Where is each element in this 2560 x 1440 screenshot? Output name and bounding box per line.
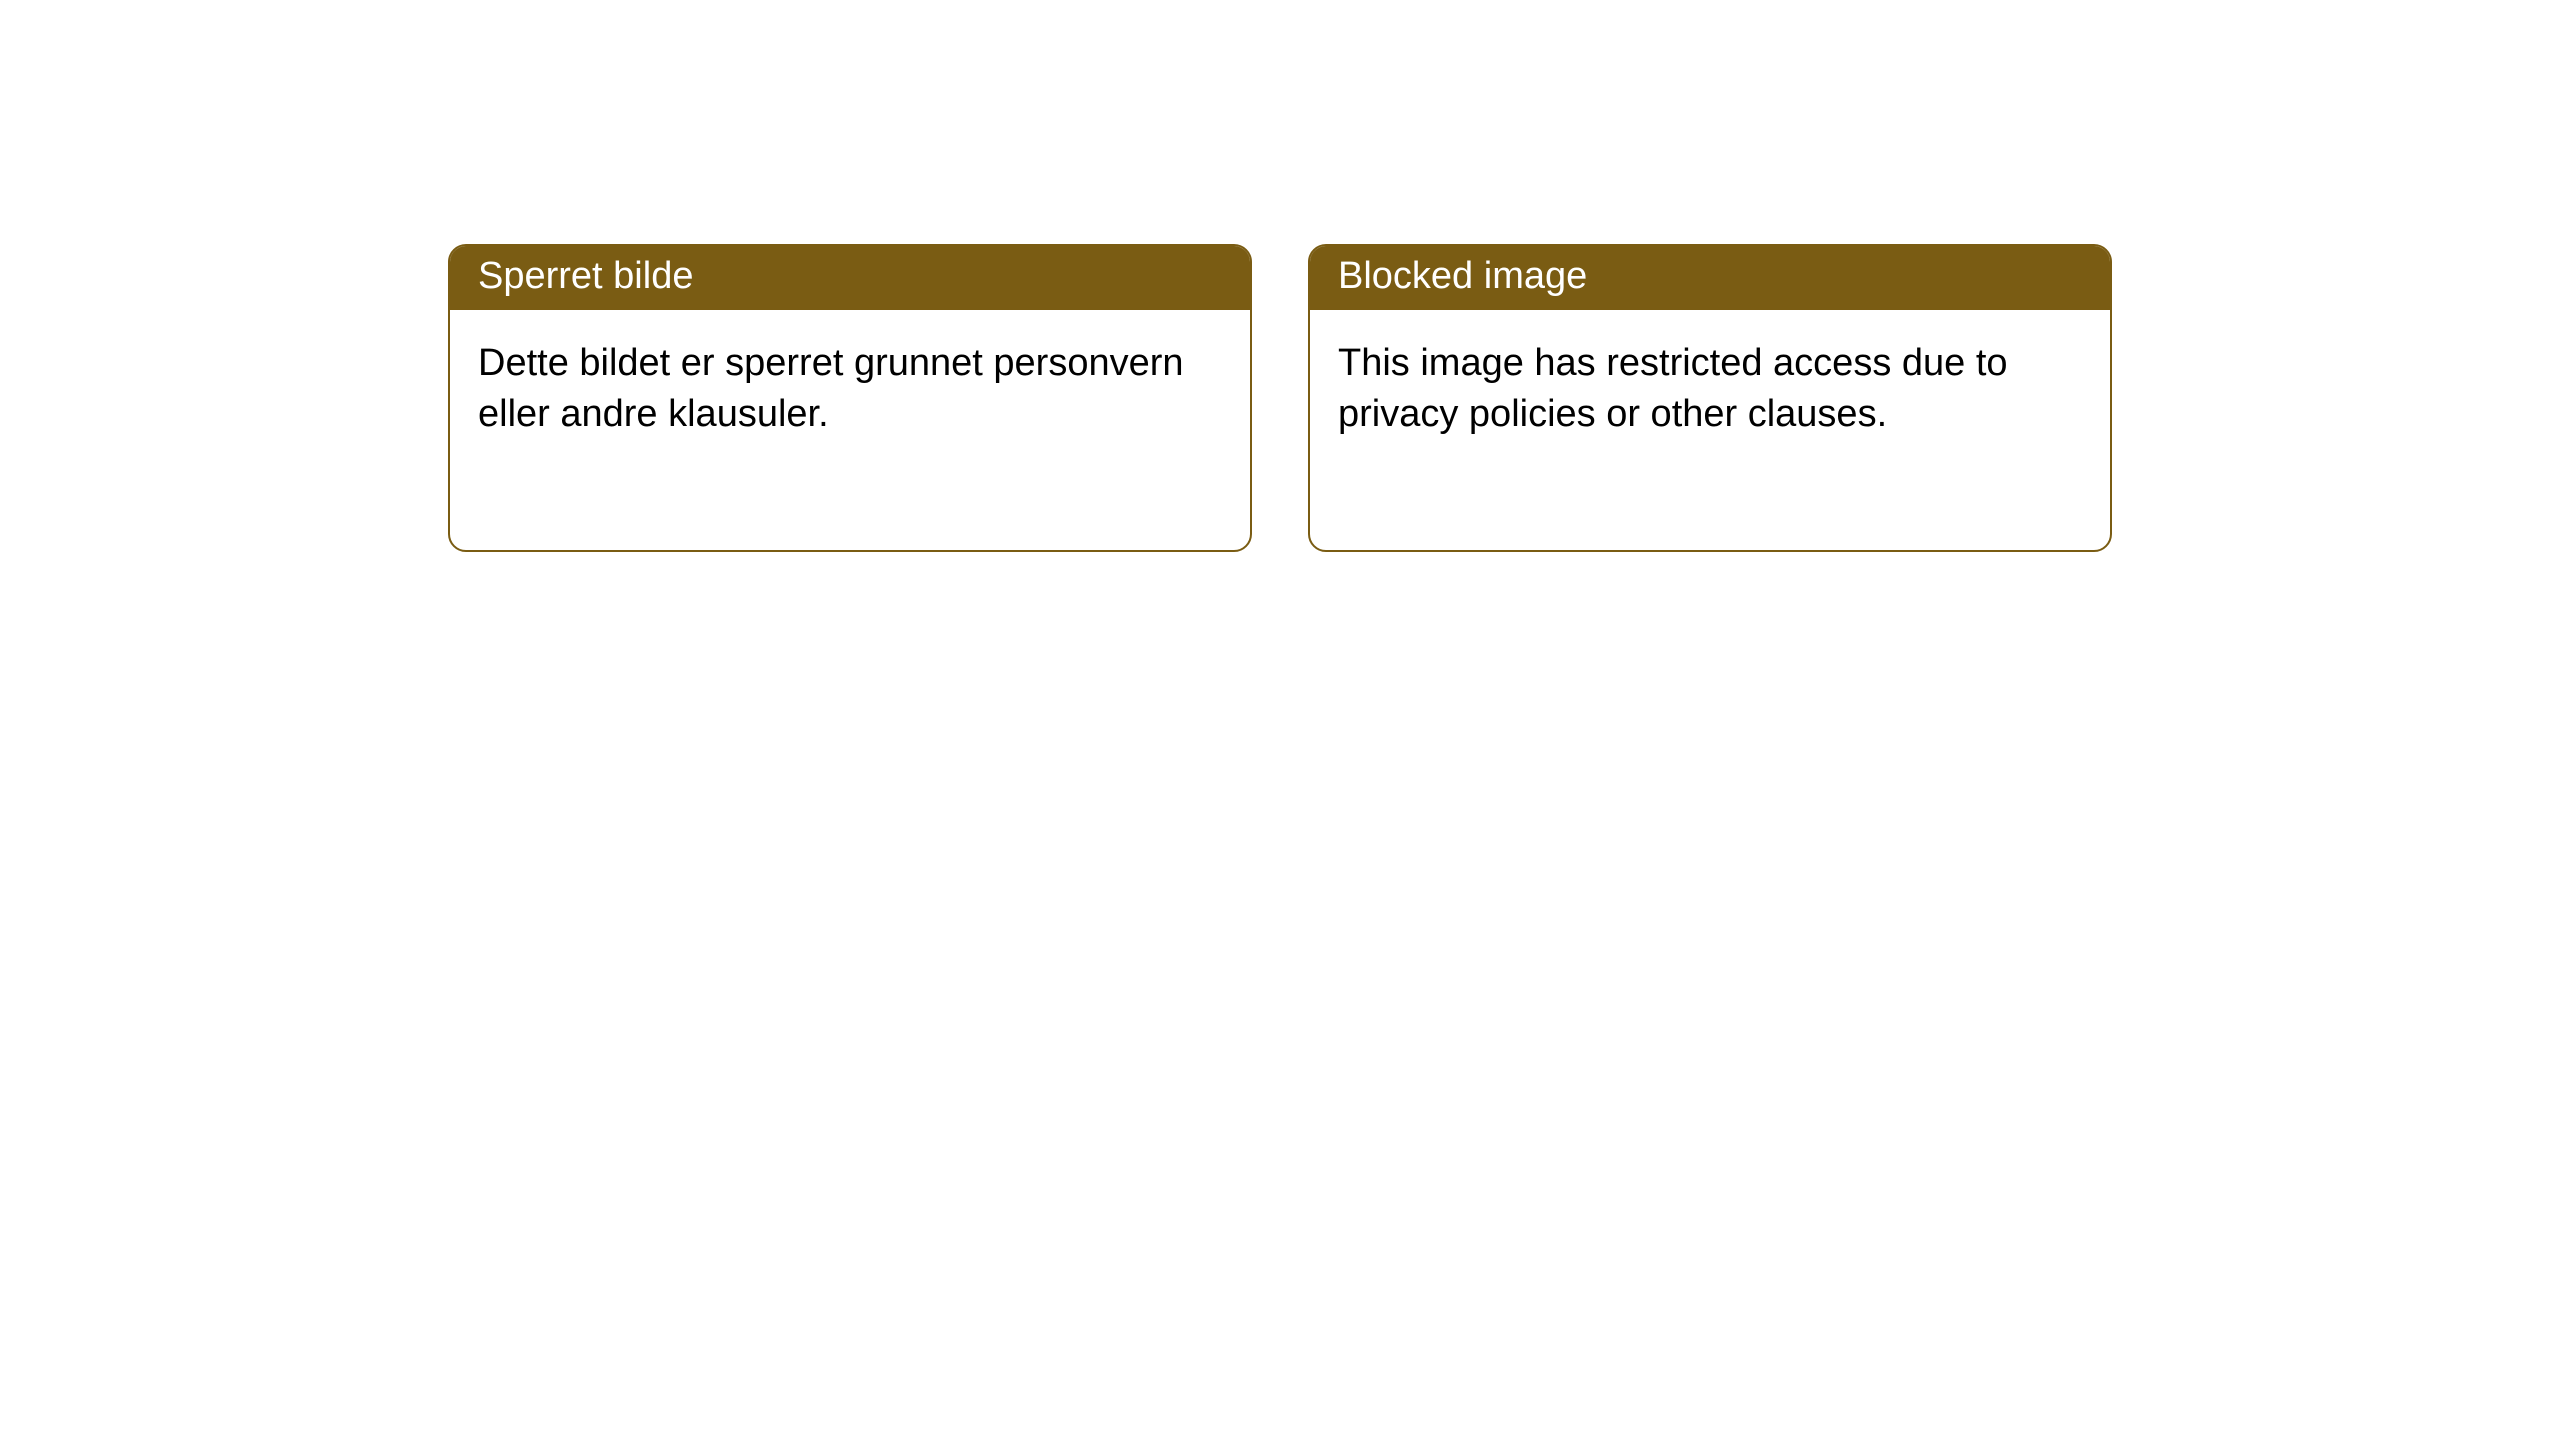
notice-card-english: Blocked image This image has restricted … (1308, 244, 2112, 552)
notice-header: Blocked image (1310, 246, 2110, 310)
notice-container: Sperret bilde Dette bildet er sperret gr… (448, 244, 2112, 552)
notice-body: This image has restricted access due to … (1310, 310, 2110, 550)
notice-header: Sperret bilde (450, 246, 1250, 310)
notice-body: Dette bildet er sperret grunnet personve… (450, 310, 1250, 550)
notice-card-norwegian: Sperret bilde Dette bildet er sperret gr… (448, 244, 1252, 552)
